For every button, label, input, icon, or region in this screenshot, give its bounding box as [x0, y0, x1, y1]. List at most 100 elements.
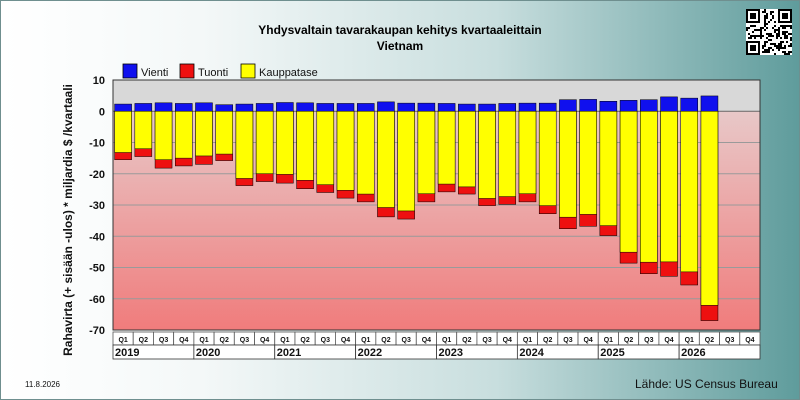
export-bar — [114, 103, 132, 112]
export-bar — [559, 99, 577, 112]
balance-bar — [700, 111, 719, 306]
year-label: 2022 — [358, 347, 382, 359]
chart-title: Yhdysvaltain tavarakaupan kehitys kvarta… — [258, 23, 542, 37]
legend-swatch — [179, 63, 195, 79]
quarter-label: Q4 — [664, 337, 673, 344]
export-bar — [437, 103, 456, 112]
quarter-label: Q4 — [745, 337, 754, 344]
quarter-label: Q3 — [240, 337, 249, 344]
quarter-label: Q2 — [624, 337, 633, 344]
export-bar — [680, 97, 698, 112]
year-label: 2021 — [277, 347, 301, 359]
balance-bar — [397, 111, 415, 212]
balance-bar — [660, 111, 678, 263]
quarter-label: Q1 — [523, 337, 532, 344]
export-bar — [397, 102, 415, 112]
date-stamp: 11.8.2026 — [25, 380, 60, 389]
y-axis-label: Rahavirta (+ sisään -ulos) * miljardia $… — [61, 84, 75, 356]
quarter-label: Q3 — [725, 337, 734, 344]
export-bar — [478, 103, 496, 112]
export-bar — [356, 103, 375, 112]
balance-bar — [579, 111, 597, 215]
legend-swatch — [240, 63, 256, 79]
quarter-label: Q1 — [442, 337, 451, 344]
balance-bar — [195, 111, 213, 157]
export-bar — [175, 103, 193, 112]
balance-bar — [276, 111, 294, 175]
quarter-label: Q3 — [321, 337, 330, 344]
quarter-label: Q1 — [685, 337, 694, 344]
export-bar — [255, 103, 274, 112]
balance-bar — [640, 111, 658, 263]
export-bar — [154, 102, 173, 112]
balance-bar — [518, 111, 537, 194]
quarter-label: Q1 — [199, 337, 208, 344]
legend-label: Vienti — [141, 67, 168, 79]
chart-subtitle: Vietnam — [376, 39, 424, 53]
balance-bar — [316, 111, 335, 185]
y-tick-label: 10 — [93, 75, 105, 87]
quarter-label: Q3 — [563, 337, 572, 344]
balance-bar — [498, 111, 517, 197]
balance-bar — [215, 111, 233, 155]
y-tick-label: -30 — [89, 200, 105, 212]
export-bar — [296, 102, 314, 112]
balance-bar — [235, 111, 254, 179]
plot-border — [112, 79, 761, 331]
balance-bar — [336, 111, 355, 191]
y-tick-label: -60 — [89, 294, 105, 306]
balance-bar — [599, 111, 618, 226]
year-label: 2020 — [196, 347, 220, 359]
quarter-label: Q4 — [503, 337, 512, 344]
balance-bar — [255, 111, 274, 174]
export-bar — [215, 104, 233, 112]
balance-bar — [619, 111, 638, 253]
quarter-label: Q2 — [543, 337, 552, 344]
quarter-label: Q3 — [644, 337, 653, 344]
balance-bar — [175, 111, 193, 159]
year-label: 2019 — [115, 347, 139, 359]
legend-swatch — [122, 63, 138, 79]
quarter-label: Q3 — [159, 337, 168, 344]
quarter-label: Q4 — [341, 337, 350, 344]
quarter-label: Q4 — [583, 337, 592, 344]
quarter-label: Q1 — [361, 337, 370, 344]
legend-label: Tuonti — [198, 67, 228, 79]
export-bar — [538, 102, 557, 112]
quarter-label: Q4 — [260, 337, 269, 344]
export-bar — [377, 101, 395, 112]
legend-label: Kauppatase — [259, 67, 318, 79]
export-bar — [700, 95, 719, 112]
balance-bar — [114, 111, 132, 153]
year-label: 2024 — [519, 347, 544, 359]
balance-bar — [296, 111, 314, 181]
export-bar — [619, 100, 638, 112]
balance-bar — [437, 111, 456, 185]
export-bar — [579, 99, 597, 112]
quarter-label: Q4 — [179, 337, 188, 344]
quarter-label: Q1 — [604, 337, 613, 344]
export-bar — [660, 96, 678, 112]
balance-bar — [559, 111, 577, 218]
y-tick-label: -40 — [89, 231, 105, 243]
export-bar — [316, 103, 335, 112]
balance-bar — [538, 111, 557, 206]
balance-bar — [458, 111, 476, 188]
quarter-label: Q2 — [705, 337, 714, 344]
quarter-label: Q3 — [482, 337, 491, 344]
quarter-label: Q1 — [118, 337, 127, 344]
quarter-label: Q2 — [139, 337, 148, 344]
balance-bar — [478, 111, 496, 199]
balance-bar — [134, 111, 153, 149]
quarter-label: Q2 — [300, 337, 309, 344]
y-tick-label: -20 — [89, 169, 105, 181]
y-tick-label: -70 — [89, 325, 105, 337]
year-cell — [678, 344, 761, 360]
export-bar — [417, 102, 436, 112]
balance-bar — [356, 111, 375, 195]
export-bar — [336, 103, 355, 112]
balance-bar — [680, 111, 698, 273]
balance-bar — [377, 111, 395, 208]
qr-code-icon — [746, 9, 792, 55]
